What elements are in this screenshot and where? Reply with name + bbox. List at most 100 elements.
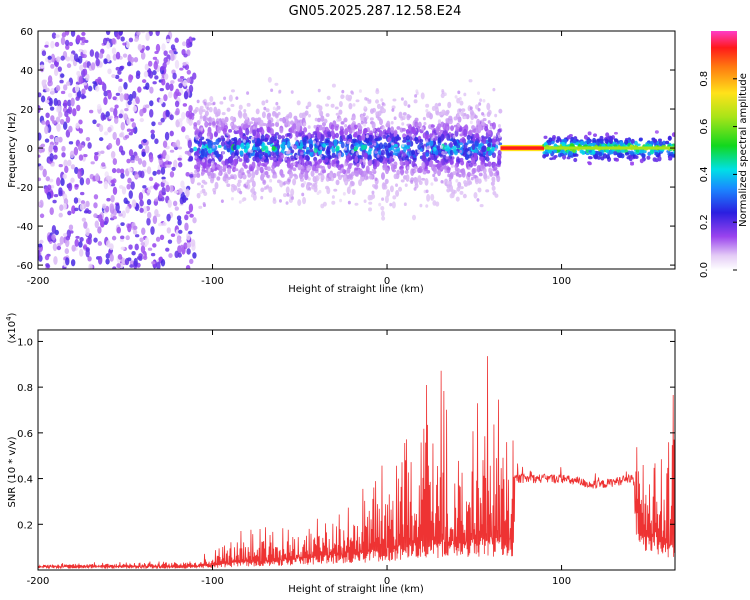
spectrogram-cell (365, 175, 369, 180)
spectrogram-cell (290, 149, 295, 154)
spectrogram-cell (355, 152, 359, 156)
spectrogram-cell (111, 74, 116, 79)
spectrogram-cell (208, 106, 213, 113)
spectrogram-cell (658, 141, 663, 146)
spectrogram-cell (358, 89, 362, 93)
spectrogram-cell (66, 63, 72, 69)
spectrogram-cell (196, 140, 201, 145)
spectrogram-cell (118, 85, 123, 93)
spectrogram-cell (183, 53, 188, 58)
spectrogram-cell (53, 255, 58, 265)
spectrogram-cell (112, 266, 117, 269)
spectrogram-cell (412, 129, 417, 135)
spectrogram-cell (374, 150, 378, 154)
spectrogram-cell (142, 255, 148, 261)
spectrogram-cell (543, 135, 548, 139)
spectrogram-cell (331, 83, 336, 88)
spectrogram-cell (161, 43, 166, 52)
spectrogram-cell (402, 152, 407, 158)
spectrogram-cell (206, 170, 211, 177)
spectrogram-cell (497, 149, 502, 157)
spectrogram-cell (477, 178, 482, 184)
spectrogram-cell (128, 74, 133, 83)
spectrogram-cell (166, 213, 171, 222)
spectrogram-cell (286, 114, 290, 118)
spectrogram-cell (437, 102, 441, 107)
spectrogram-cell (139, 108, 144, 117)
spectrogram-cell (265, 99, 269, 104)
spectrogram-cell (188, 156, 194, 162)
spectrogram-band (500, 146, 545, 150)
spectrogram-cell (369, 117, 374, 121)
spectrogram-cell (264, 137, 269, 143)
spectrogram-cell (73, 197, 79, 204)
spectrogram-cell (497, 124, 501, 128)
spectrogram-cell (286, 193, 290, 197)
spectrogram-cell (475, 133, 480, 140)
spectrogram-cell (202, 115, 207, 122)
spectrogram-cell (449, 149, 454, 156)
spectrogram-cell (156, 169, 161, 175)
spectrogram-cell (346, 140, 350, 145)
spectrogram-cell (186, 42, 191, 48)
spectrogram-cell (70, 31, 76, 37)
spectrogram-cell (456, 113, 460, 118)
spectrogram-cell (103, 131, 109, 136)
spectrogram-cell (469, 140, 474, 144)
spectrogram-cell (453, 190, 457, 194)
spectrogram-cell (184, 134, 190, 140)
spectrogram-cell (403, 202, 407, 207)
spectrogram-cell (134, 234, 140, 238)
spectrogram-cell (228, 156, 233, 164)
spectrogram-cell (53, 194, 59, 198)
spectrogram-cell (477, 123, 482, 132)
spectrogram-cell (363, 152, 368, 160)
spectrogram-cell (174, 206, 180, 211)
spectrogram-cell (94, 51, 100, 60)
spectrogram-cell (54, 41, 60, 47)
spectrogram-cell (626, 156, 631, 160)
spectrogram-cell (444, 144, 449, 153)
spectrogram-cell (328, 177, 332, 182)
spectrogram-cell (333, 163, 337, 168)
spectrogram-cell (127, 100, 132, 105)
spectrogram-cell (184, 222, 189, 231)
spectrogram-cell (587, 131, 592, 136)
spectrogram-cell (119, 65, 124, 71)
spectrogram-cell (207, 149, 212, 154)
spectrogram-cell (249, 149, 253, 154)
spectrogram-cell (421, 154, 426, 161)
spectrogram-cell (333, 138, 338, 147)
spectrogram-cell (241, 198, 245, 203)
spectrogram-cell (479, 136, 483, 141)
spectrogram-cell (305, 149, 310, 155)
spectrogram-cell (73, 53, 79, 62)
spectrogram-cell (443, 92, 447, 97)
spectrogram-cell (177, 146, 183, 150)
spectrogram-cell (492, 179, 496, 183)
spectrogram-cell (400, 117, 404, 121)
spectrogram-cell (300, 151, 304, 156)
spectrogram-cell (270, 88, 274, 93)
spectrogram-cell (242, 123, 247, 129)
spectrogram-cell (446, 166, 451, 171)
spectrogram-cell (497, 158, 502, 166)
spectrogram-cell (345, 94, 350, 101)
spectrogram-cell (309, 148, 314, 153)
spectrogram-cell (134, 155, 140, 162)
spectrogram-cell (115, 203, 120, 212)
spectrogram-cell (264, 170, 269, 176)
spectrogram-cell (319, 154, 323, 158)
spectrogram-cell (316, 142, 320, 146)
spectrogram-cell (599, 135, 604, 140)
spectrogram-cell (368, 98, 372, 103)
spectrogram-cell (106, 240, 111, 248)
spectrogram-cell (322, 201, 327, 207)
spectrogram-cell (242, 161, 247, 167)
spectrogram-cell (78, 154, 84, 161)
colorbar-tick-label: 0.6 (699, 119, 710, 135)
spectrogram-cell (417, 149, 421, 154)
spectrogram-cell (150, 129, 155, 134)
spectrogram-cell (665, 140, 670, 145)
spectrogram-cell (292, 123, 297, 130)
